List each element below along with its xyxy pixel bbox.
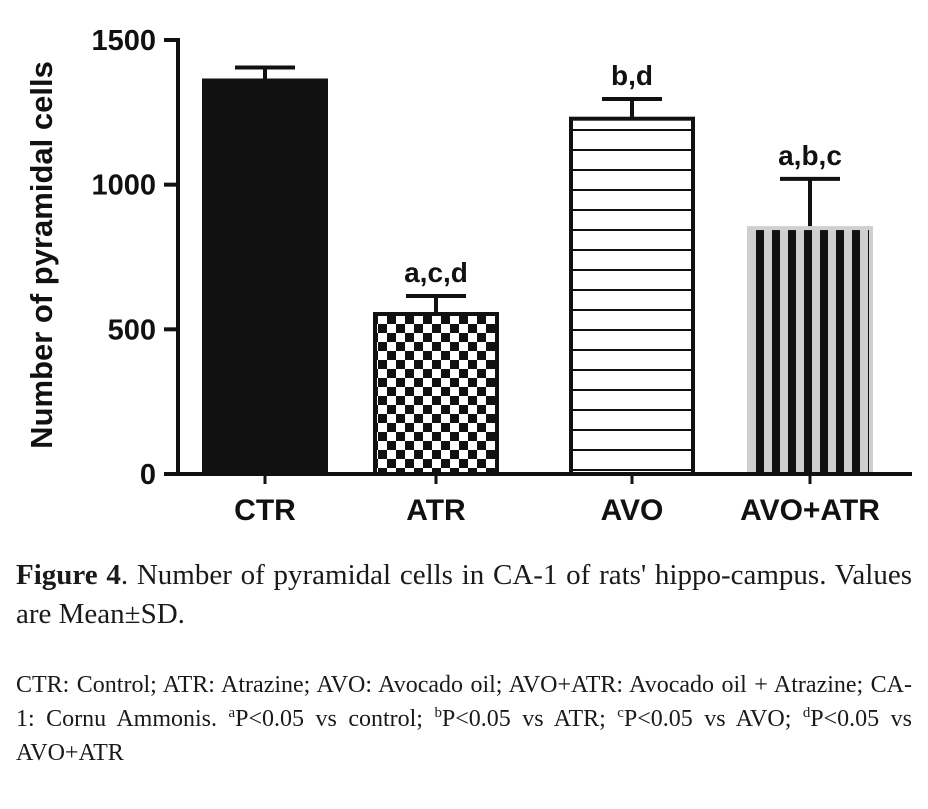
bar-ctr	[202, 78, 328, 477]
x-tick-label-0: CTR	[234, 494, 296, 527]
y-tick-label-3: 1500	[91, 25, 156, 57]
bar-avo	[569, 116, 695, 476]
figure-label: Figure 4	[16, 559, 121, 591]
figure-caption-text: . Number of pyramidal cells in CA-1 of r…	[16, 559, 912, 630]
significance-label-3: a,b,c	[778, 140, 842, 171]
y-tick-label-0: 0	[140, 459, 156, 491]
y-axis-label: Number of pyramidal cells	[24, 61, 59, 449]
y-tick-label-1: 500	[108, 314, 156, 346]
x-tick-label-2: AVO	[601, 494, 664, 527]
figure-caption: Figure 4. Number of pyramidal cells in C…	[16, 556, 912, 634]
footnote-note-b: P<0.05 vs ATR;	[441, 706, 618, 732]
footnote-sup-d: d	[802, 705, 811, 722]
footnote-abbreviations: CTR: Control; ATR: Atrazine; AVO: Avocad…	[16, 672, 912, 732]
y-tick-label-2: 1000	[91, 170, 156, 202]
figure-footnote: CTR: Control; ATR: Atrazine; AVO: Avocad…	[16, 668, 912, 770]
bar-chart: Number of pyramidal cells a,c,db,da,b,c …	[24, 25, 912, 527]
significance-label-2: b,d	[611, 60, 653, 91]
bar-avo-plus-atr	[747, 226, 873, 476]
footnote-sup-b: b	[434, 705, 442, 722]
bar-atr	[373, 311, 499, 476]
x-tick-label-1: ATR	[406, 494, 466, 527]
footnote-note-d: P<0.05 vs AVO+ATR	[16, 706, 913, 766]
x-tick-label-3: AVO+ATR	[740, 494, 880, 527]
significance-label-1: a,c,d	[404, 257, 468, 288]
footnote-sup-c: c	[617, 705, 624, 722]
footnote-sup-a: a	[228, 705, 236, 722]
footnote-note-a: P<0.05 vs control;	[235, 706, 435, 732]
footnote-note-c: P<0.05 vs AVO;	[623, 706, 803, 732]
